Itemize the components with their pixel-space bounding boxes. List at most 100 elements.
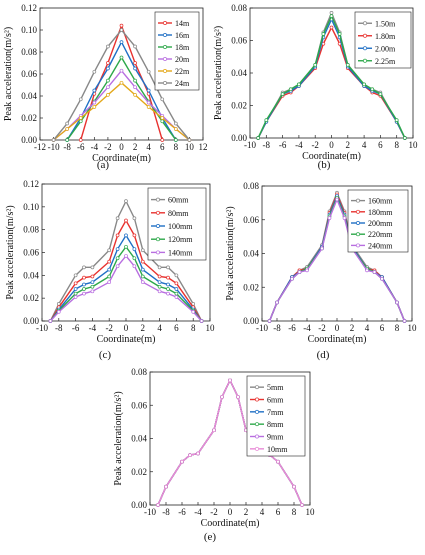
legend-label: 240mm xyxy=(368,241,393,250)
data-point xyxy=(140,267,145,272)
y-tick-label: 0.02 xyxy=(131,467,147,477)
data-point xyxy=(65,138,70,142)
x-tick-label: 4 xyxy=(362,140,367,150)
data-point xyxy=(160,97,165,102)
data-point xyxy=(107,259,112,264)
data-point xyxy=(78,116,83,120)
legend-label: 100mm xyxy=(168,222,193,231)
x-tick-label: -4 xyxy=(194,507,202,517)
legend-marker xyxy=(363,46,367,51)
data-point xyxy=(146,100,151,105)
y-tick-label: 0.04 xyxy=(131,434,147,444)
data-point xyxy=(106,61,110,65)
chart-panel: -10 -8 -6 -4 -2 0 2 4 6 8 10 0.00 0.02 0.04 0.06 0.08 Co… xyxy=(225,181,417,361)
legend-label: 60mm xyxy=(168,196,189,205)
legend-label: 1.80m xyxy=(375,32,396,41)
x-axis-title: Coordinate(m) xyxy=(201,518,260,529)
x-tick-label: -6 xyxy=(77,142,85,152)
legend-marker xyxy=(255,409,259,414)
legend-marker xyxy=(363,58,367,63)
data-point xyxy=(133,78,137,83)
x-tick-label: 8 xyxy=(174,142,179,152)
x-axis-title: Coordinate(m) xyxy=(302,151,361,162)
data-point xyxy=(196,451,200,456)
legend-label: 140mm xyxy=(168,248,193,257)
data-point xyxy=(56,310,61,314)
data-point xyxy=(157,289,162,294)
data-point xyxy=(297,82,301,87)
data-point xyxy=(78,138,83,142)
chart-panel: -10 -8 -6 -4 -2 0 2 4 6 8 10 0.00 0.02 0.04 0.06 0.08 0.… xyxy=(5,179,215,361)
data-point xyxy=(115,247,120,251)
data-point xyxy=(335,197,339,202)
data-point xyxy=(403,136,407,140)
y-tick-label: 0.06 xyxy=(131,400,147,410)
legend-marker xyxy=(255,385,259,390)
data-point xyxy=(132,256,137,261)
legend-label: 14m xyxy=(175,19,190,28)
legend-marker xyxy=(163,57,167,61)
x-tick-label: -6 xyxy=(288,323,296,333)
x-tick-label: 2 xyxy=(244,507,249,517)
data-point xyxy=(173,127,178,131)
y-tick-label: 0.08 xyxy=(231,3,247,13)
legend-label: 200mm xyxy=(368,219,393,228)
x-tick-label: -10 xyxy=(256,323,268,333)
data-point xyxy=(115,256,120,261)
x-tick-label: 4 xyxy=(365,323,370,333)
data-point xyxy=(133,93,137,97)
legend-marker xyxy=(156,210,160,215)
data-point xyxy=(90,274,95,279)
y-tick-label: 0.08 xyxy=(243,181,259,191)
data-point xyxy=(395,300,399,305)
x-axis-title: Coordinate(m) xyxy=(308,334,367,345)
x-tick-label: -4 xyxy=(91,142,99,152)
data-point xyxy=(212,428,216,433)
data-point xyxy=(166,291,170,296)
y-tick-label: 0.04 xyxy=(23,270,39,280)
data-point xyxy=(313,63,318,67)
data-point xyxy=(90,265,95,270)
y-tick-label: 0.12 xyxy=(23,179,39,189)
data-point xyxy=(402,319,407,323)
data-point xyxy=(173,121,178,126)
legend-label: 10mm xyxy=(267,445,288,454)
y-tick-label: 0.00 xyxy=(23,316,39,326)
data-point xyxy=(73,281,78,286)
data-point xyxy=(107,267,112,272)
legend-marker xyxy=(255,397,259,402)
data-point xyxy=(276,459,280,464)
data-point xyxy=(146,88,151,93)
data-point xyxy=(124,244,128,249)
data-point xyxy=(365,268,369,273)
y-axis-title: Peak acceleration(m/s²) xyxy=(3,27,14,121)
x-tick-label: 10 xyxy=(185,142,195,152)
x-tick-label: 8 xyxy=(191,323,196,333)
x-tick-label: 4 xyxy=(146,142,151,152)
data-point xyxy=(119,68,124,73)
x-tick-label: 10 xyxy=(206,323,216,333)
legend-marker xyxy=(163,69,167,73)
data-point xyxy=(82,291,86,296)
data-point xyxy=(119,28,124,32)
x-tick-label: 6 xyxy=(380,323,385,333)
data-point xyxy=(160,116,165,120)
legend-label: 22m xyxy=(175,67,190,76)
y-tick-label: 0.12 xyxy=(21,3,37,13)
data-point xyxy=(191,302,196,306)
data-point xyxy=(133,66,137,71)
data-point xyxy=(82,287,86,291)
data-point xyxy=(106,78,110,83)
data-point xyxy=(228,378,232,383)
data-point xyxy=(78,97,83,102)
legend-label: 24m xyxy=(175,79,190,88)
data-point xyxy=(115,216,120,221)
y-axis-title: Peak acceleration(m/s²) xyxy=(5,205,16,299)
y-axis-title: Peak acceleration(m/s²) xyxy=(213,26,224,120)
data-point xyxy=(92,105,97,109)
data-point xyxy=(132,247,137,251)
legend-marker xyxy=(163,33,167,37)
x-tick-label: -8 xyxy=(263,140,271,150)
legend-marker xyxy=(163,45,167,49)
x-tick-label: 12 xyxy=(199,142,208,152)
